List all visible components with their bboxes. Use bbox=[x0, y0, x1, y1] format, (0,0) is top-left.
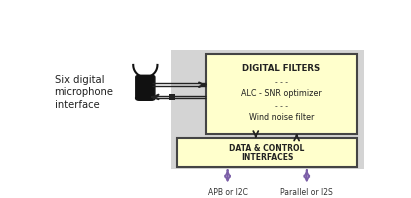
Text: Six digital
microphone
interface: Six digital microphone interface bbox=[55, 75, 113, 110]
Bar bbox=[206, 54, 357, 133]
Text: Parallel or I2S
audio interface: Parallel or I2S audio interface bbox=[278, 188, 336, 198]
Text: APB or I2C
control interface: APB or I2C control interface bbox=[196, 188, 259, 198]
Bar bbox=[169, 93, 175, 100]
Bar bbox=[171, 50, 363, 169]
Bar bbox=[177, 138, 357, 167]
Text: ALC - SNR optimizer: ALC - SNR optimizer bbox=[241, 89, 322, 98]
Text: DIGITAL FILTERS: DIGITAL FILTERS bbox=[242, 64, 321, 73]
Text: Wind noise filter: Wind noise filter bbox=[249, 113, 314, 122]
Text: - - -: - - - bbox=[275, 78, 288, 87]
Text: - - -: - - - bbox=[275, 102, 288, 111]
Text: DATA & CONTROL: DATA & CONTROL bbox=[229, 144, 305, 153]
FancyBboxPatch shape bbox=[136, 75, 155, 100]
Text: INTERFACES: INTERFACES bbox=[241, 153, 293, 162]
